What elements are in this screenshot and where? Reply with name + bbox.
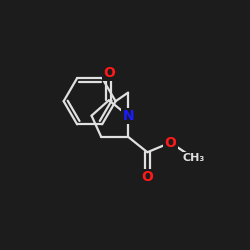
Text: N: N	[122, 109, 134, 123]
Text: O: O	[103, 66, 115, 80]
Text: O: O	[142, 170, 153, 184]
Text: CH₃: CH₃	[182, 153, 205, 163]
Text: O: O	[164, 136, 176, 149]
